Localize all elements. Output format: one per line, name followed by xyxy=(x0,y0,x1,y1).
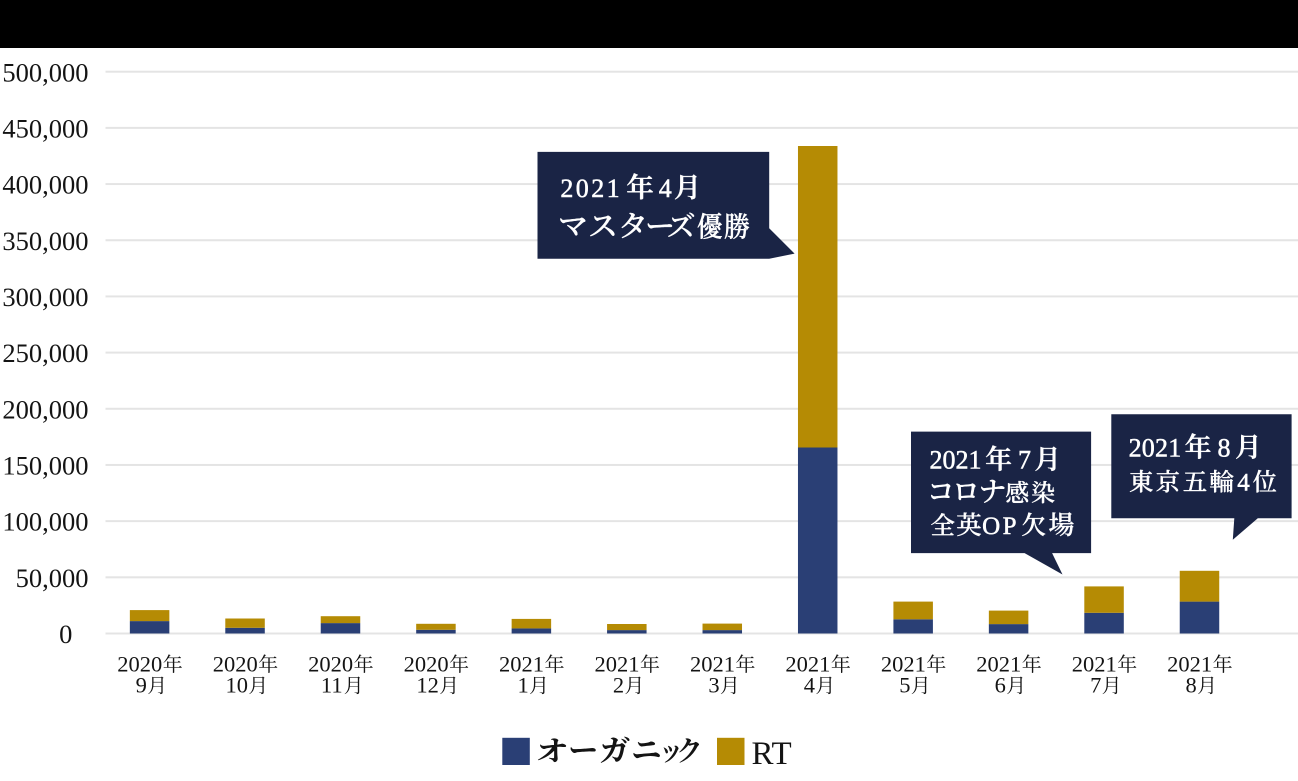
svg-text:2: 2 xyxy=(613,673,624,698)
svg-text:2021: 2021 xyxy=(595,651,640,676)
svg-text:RT: RT xyxy=(752,736,792,772)
svg-text:2020: 2020 xyxy=(117,651,162,676)
svg-text:3: 3 xyxy=(708,673,719,698)
svg-text:0: 0 xyxy=(1142,434,1155,463)
svg-text:8: 8 xyxy=(1218,434,1231,463)
svg-text:150,000: 150,000 xyxy=(2,451,88,481)
svg-text:7: 7 xyxy=(1018,446,1031,475)
svg-text:5: 5 xyxy=(899,673,910,698)
svg-text:0: 0 xyxy=(576,174,589,203)
svg-text:50,000: 50,000 xyxy=(16,563,89,593)
svg-text:100,000: 100,000 xyxy=(2,507,88,537)
svg-text:8: 8 xyxy=(1186,673,1197,698)
svg-text:250,000: 250,000 xyxy=(2,338,88,368)
svg-text:500,000: 500,000 xyxy=(2,57,88,87)
svg-text:2: 2 xyxy=(560,174,573,203)
svg-text:O: O xyxy=(982,513,1000,540)
svg-text:2021: 2021 xyxy=(785,651,830,676)
svg-text:4: 4 xyxy=(659,174,672,203)
svg-text:2021: 2021 xyxy=(1072,651,1117,676)
svg-text:2: 2 xyxy=(591,174,604,203)
svg-text:2021: 2021 xyxy=(976,651,1021,676)
svg-text:2021: 2021 xyxy=(499,651,544,676)
svg-text:2021: 2021 xyxy=(881,651,926,676)
svg-text:1: 1 xyxy=(517,673,528,698)
svg-text:450,000: 450,000 xyxy=(2,113,88,143)
svg-text:2020: 2020 xyxy=(404,651,449,676)
svg-text:200,000: 200,000 xyxy=(2,394,88,424)
svg-text:2021: 2021 xyxy=(690,651,735,676)
svg-text:9: 9 xyxy=(136,673,147,698)
svg-text:7: 7 xyxy=(1090,673,1101,698)
svg-text:0: 0 xyxy=(59,619,72,649)
svg-text:2020: 2020 xyxy=(213,651,258,676)
svg-text:2020: 2020 xyxy=(308,651,353,676)
svg-text:350,000: 350,000 xyxy=(2,226,88,256)
svg-text:1: 1 xyxy=(1168,434,1181,463)
svg-text:2: 2 xyxy=(1129,434,1142,463)
svg-text:4: 4 xyxy=(1237,470,1250,497)
svg-text:300,000: 300,000 xyxy=(2,282,88,312)
svg-text:2: 2 xyxy=(930,446,943,475)
svg-text:1: 1 xyxy=(607,174,620,203)
svg-text:1: 1 xyxy=(969,446,982,475)
svg-text:11: 11 xyxy=(321,673,343,698)
svg-text:6: 6 xyxy=(995,673,1006,698)
svg-text:400,000: 400,000 xyxy=(2,170,88,200)
svg-text:P: P xyxy=(1003,513,1017,540)
svg-text:0: 0 xyxy=(943,446,956,475)
svg-text:2021: 2021 xyxy=(1167,651,1212,676)
svg-text:4: 4 xyxy=(804,673,815,698)
svg-text:2: 2 xyxy=(956,446,969,475)
svg-text:12: 12 xyxy=(416,673,439,698)
svg-text:2: 2 xyxy=(1155,434,1168,463)
svg-text:10: 10 xyxy=(225,673,248,698)
